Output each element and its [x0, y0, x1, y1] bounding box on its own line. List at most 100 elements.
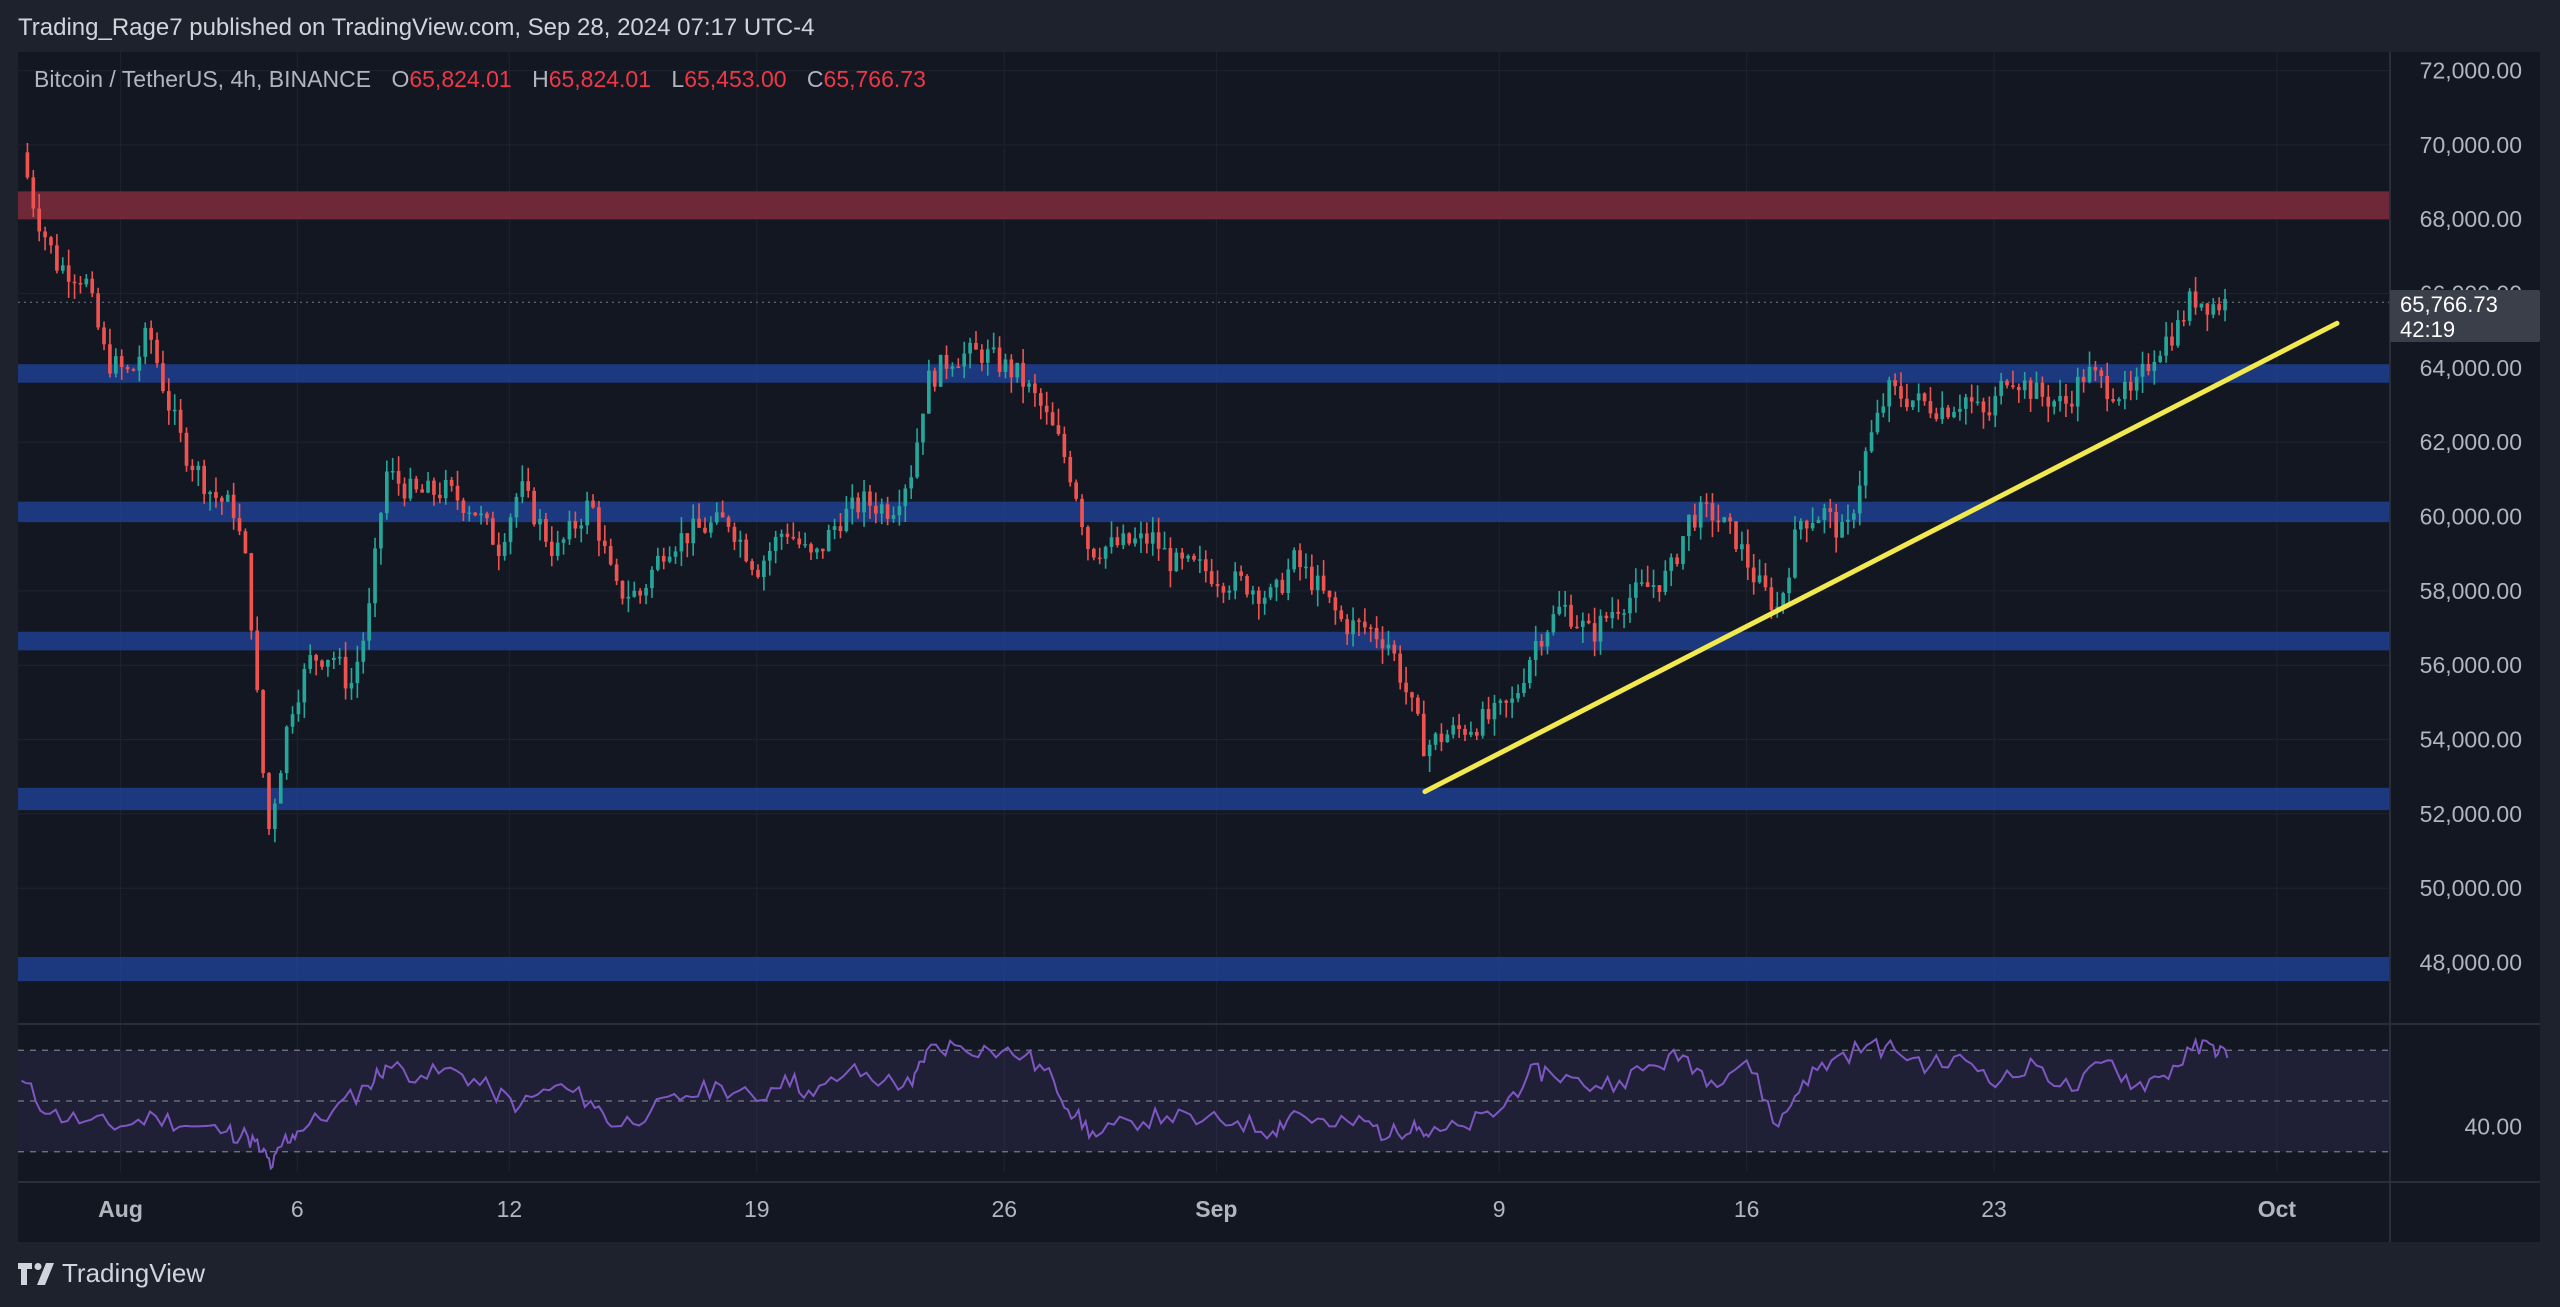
candle-up: [1351, 620, 1355, 635]
candle-down: [697, 518, 701, 528]
candle-up: [1722, 517, 1727, 523]
candle-down: [868, 491, 872, 506]
price-tick-label: 52,000.00: [2420, 801, 2522, 827]
candle-up: [1887, 380, 1892, 407]
candle-down: [685, 533, 690, 544]
candle-up: [467, 512, 472, 515]
candle-up: [113, 356, 118, 374]
candle-down: [620, 580, 625, 599]
candle-up: [1445, 734, 1450, 743]
brand[interactable]: TradingView: [18, 1258, 205, 1289]
time-tick-label: Oct: [2258, 1196, 2297, 1222]
candle-up: [626, 596, 631, 599]
candle-up: [426, 480, 430, 493]
candle-up: [502, 542, 507, 556]
candle-up: [1740, 544, 1744, 550]
candle-down: [314, 655, 318, 661]
candle-down: [2064, 396, 2068, 404]
symbol-name: Bitcoin / TetherUS, 4h, BINANCE: [34, 66, 372, 92]
candle-down: [461, 500, 466, 513]
tradingview-logo-icon: [18, 1262, 54, 1285]
candle-up: [2164, 336, 2168, 356]
chart-area[interactable]: 72,000.0070,000.0068,000.0066,000.0064,0…: [18, 52, 2540, 1242]
candle-up: [656, 555, 660, 570]
candle-up: [349, 683, 354, 689]
candle-up: [1015, 362, 1020, 378]
candle-up: [514, 496, 519, 518]
candle-down: [1357, 620, 1361, 622]
candle-down: [1716, 520, 1721, 523]
rsi-pane: [18, 1036, 2390, 1171]
price-tick-label: 54,000.00: [2420, 727, 2522, 753]
candle-down: [1946, 407, 1950, 418]
symbol-legend[interactable]: Bitcoin / TetherUS, 4h, BINANCE O65,824.…: [34, 66, 926, 93]
candle-down: [526, 481, 531, 491]
candle-down: [184, 432, 189, 466]
candle-up: [1133, 538, 1137, 544]
candle-up: [2058, 396, 2062, 402]
candle-up: [1687, 514, 1691, 537]
candle-up: [1315, 575, 1320, 591]
candle-down: [1021, 362, 1025, 387]
candle-down: [638, 590, 642, 596]
candle-up: [331, 657, 336, 660]
candle-up: [1533, 641, 1538, 661]
candle-up: [143, 327, 148, 357]
candle-down: [549, 541, 554, 556]
candle-down: [1380, 639, 1385, 649]
candle-down: [703, 527, 707, 533]
candle-up: [1581, 620, 1585, 627]
candle-up: [1669, 557, 1674, 571]
high-value: 65,824.01: [548, 66, 652, 92]
candle-down: [255, 630, 260, 691]
candle-up: [1634, 582, 1638, 598]
price-tick-label: 60,000.00: [2420, 504, 2522, 530]
candle-up: [1598, 615, 1603, 642]
candle-down: [1203, 559, 1208, 572]
candle-down: [2217, 304, 2221, 311]
candle-up: [225, 494, 230, 502]
candle-down: [1368, 627, 1373, 629]
candle-down: [1645, 582, 1650, 587]
candle-down: [974, 342, 978, 350]
candle-down: [1922, 393, 1927, 402]
candle-up: [1698, 502, 1703, 528]
candle-up: [1274, 579, 1279, 588]
candle-down: [167, 391, 171, 411]
time-tick-label: 23: [1981, 1196, 2007, 1222]
candle-up: [1522, 683, 1526, 694]
candle-down: [220, 497, 224, 502]
candle-up: [1822, 508, 1827, 520]
candle-up: [1268, 587, 1273, 598]
candle-up: [815, 548, 819, 553]
candle-up: [1286, 569, 1291, 594]
time-tick-label: 26: [991, 1196, 1017, 1222]
candle-down: [2046, 396, 2051, 407]
candle-down: [2070, 403, 2074, 407]
candle-up: [384, 471, 389, 514]
candle-up: [985, 349, 990, 363]
candle-down: [1893, 380, 1897, 387]
candle-up: [1427, 744, 1432, 757]
candle-down: [2081, 376, 2086, 382]
candle-down: [1245, 575, 1249, 595]
candle-down: [956, 366, 961, 369]
candle-up: [1162, 547, 1167, 550]
candle-down: [2040, 382, 2045, 397]
candle-up: [1610, 611, 1615, 619]
candle-down: [1769, 587, 1774, 610]
candle-down: [1899, 386, 1903, 399]
candle-up: [903, 488, 908, 507]
candle-down: [1033, 383, 1037, 394]
candle-down: [178, 409, 183, 433]
candle-up: [879, 504, 884, 514]
candle-down: [1575, 626, 1579, 629]
price-tick-label: 48,000.00: [2420, 950, 2522, 976]
candle-down: [1345, 619, 1349, 635]
candle-down: [2016, 386, 2021, 391]
chart-svg[interactable]: 72,000.0070,000.0068,000.0066,000.0064,0…: [18, 52, 2540, 1242]
high-label: H: [532, 66, 549, 92]
price-tick-label: 56,000.00: [2420, 652, 2522, 678]
candle-down: [90, 278, 95, 294]
candle-up: [1480, 708, 1485, 736]
